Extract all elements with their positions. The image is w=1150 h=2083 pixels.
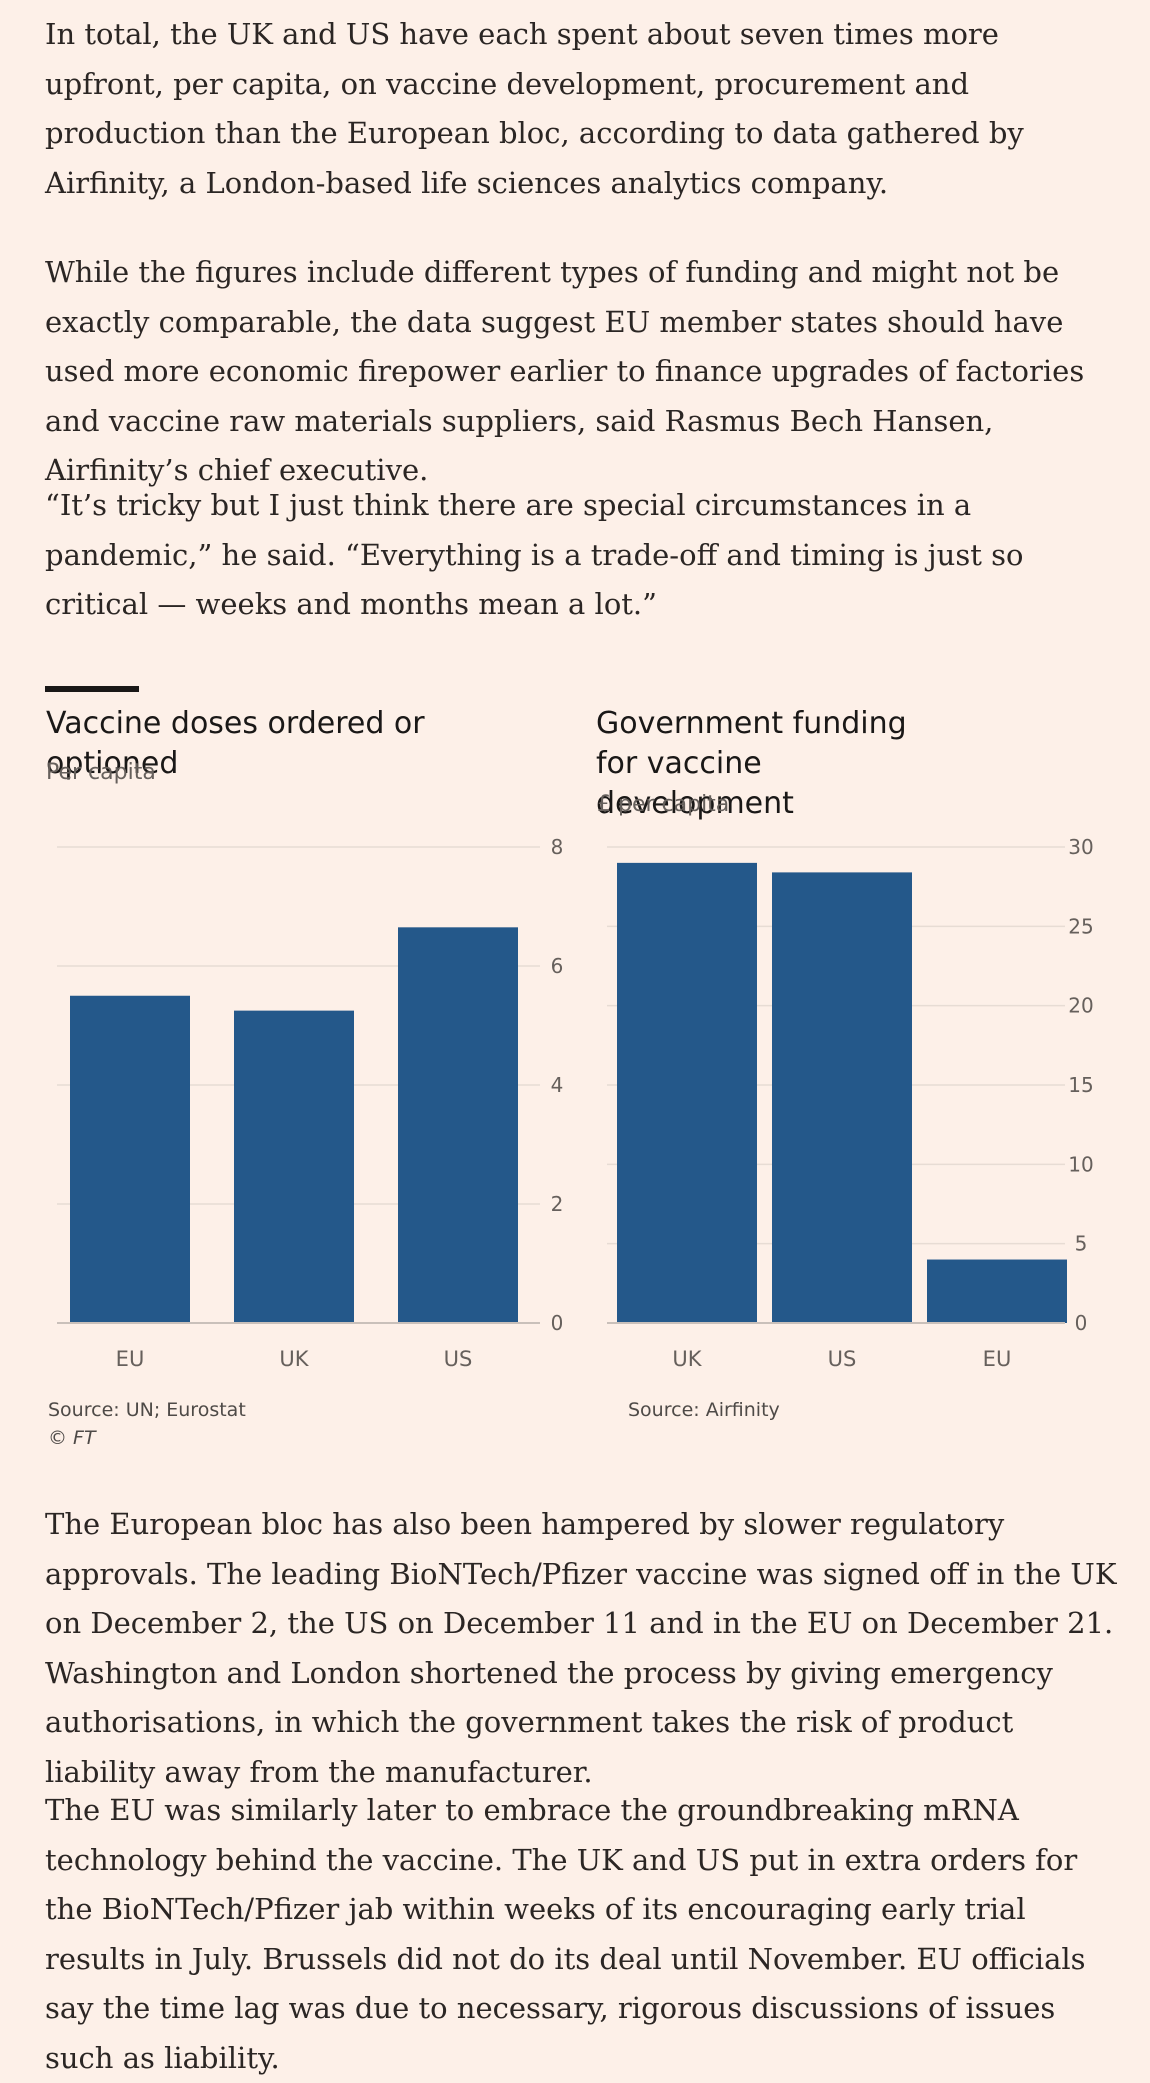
- chart-2-subtitle: £ per capita: [597, 792, 730, 817]
- chart-1-credit: © FT: [48, 1427, 96, 1449]
- chart-section-rule: [45, 686, 139, 692]
- chart-2-ytick-label: 30: [1068, 835, 1093, 859]
- chart-1-ytick-label: 2: [551, 1192, 564, 1216]
- article-paragraph-5: The EU was similarly later to embrace th…: [45, 1793, 1086, 2075]
- chart-2-ytick-label: 20: [1068, 994, 1093, 1018]
- chart-1-source: Source: UN; Eurostat: [48, 1399, 246, 1421]
- chart-2-ytick-label: 0: [1075, 1311, 1088, 1335]
- chart-2-ytick-label: 10: [1068, 1152, 1093, 1176]
- chart-2-category-label: EU: [983, 1347, 1012, 1371]
- chart-2-bar-eu: [927, 1259, 1067, 1323]
- chart-2-plot: 0 5 10 15 20 25 30 UK US EU: [607, 835, 1094, 1371]
- chart-2-category-label: UK: [672, 1347, 702, 1371]
- chart-2-ytick-label: 15: [1068, 1073, 1093, 1097]
- chart-2-title: Government funding for vaccine developme…: [596, 706, 907, 821]
- chart-1-category-label: EU: [116, 1347, 145, 1371]
- article-paragraph-4: The European bloc has also been hampered…: [45, 1507, 1117, 1789]
- chart-1-title: Vaccine doses ordered or optioned: [46, 706, 425, 781]
- chart-1-category-label: UK: [279, 1347, 309, 1371]
- chart-1-ytick-label: 4: [551, 1073, 564, 1097]
- chart-1-ytick-label: 0: [551, 1311, 564, 1335]
- chart-1-bar-eu: [70, 995, 190, 1323]
- chart-1-bar-uk: [234, 1010, 354, 1323]
- chart-2-bar-uk: [617, 862, 757, 1323]
- chart-1-subtitle: Per capita: [46, 760, 156, 785]
- chart-1-category-label: US: [444, 1347, 473, 1371]
- chart-2-ytick-label: 5: [1075, 1232, 1088, 1256]
- chart-1-ytick-label: 8: [551, 835, 564, 859]
- chart-1-bar-us: [398, 927, 518, 1323]
- chart-2-source: Source: Airfinity: [628, 1399, 780, 1421]
- article-paragraph-2: While the figures include different type…: [45, 255, 1085, 487]
- chart-2-ytick-label: 25: [1068, 914, 1093, 938]
- article-paragraph-3: “It’s tricky but I just think there are …: [45, 488, 1024, 621]
- chart-1-ytick-label: 6: [551, 954, 564, 978]
- chart-2-category-label: US: [828, 1347, 857, 1371]
- chart-2-bar-us: [772, 872, 912, 1323]
- article-paragraph-1: In total, the UK and US have each spent …: [45, 17, 1024, 200]
- chart-1-plot: 0 2 4 6 8 EU UK US: [57, 835, 564, 1371]
